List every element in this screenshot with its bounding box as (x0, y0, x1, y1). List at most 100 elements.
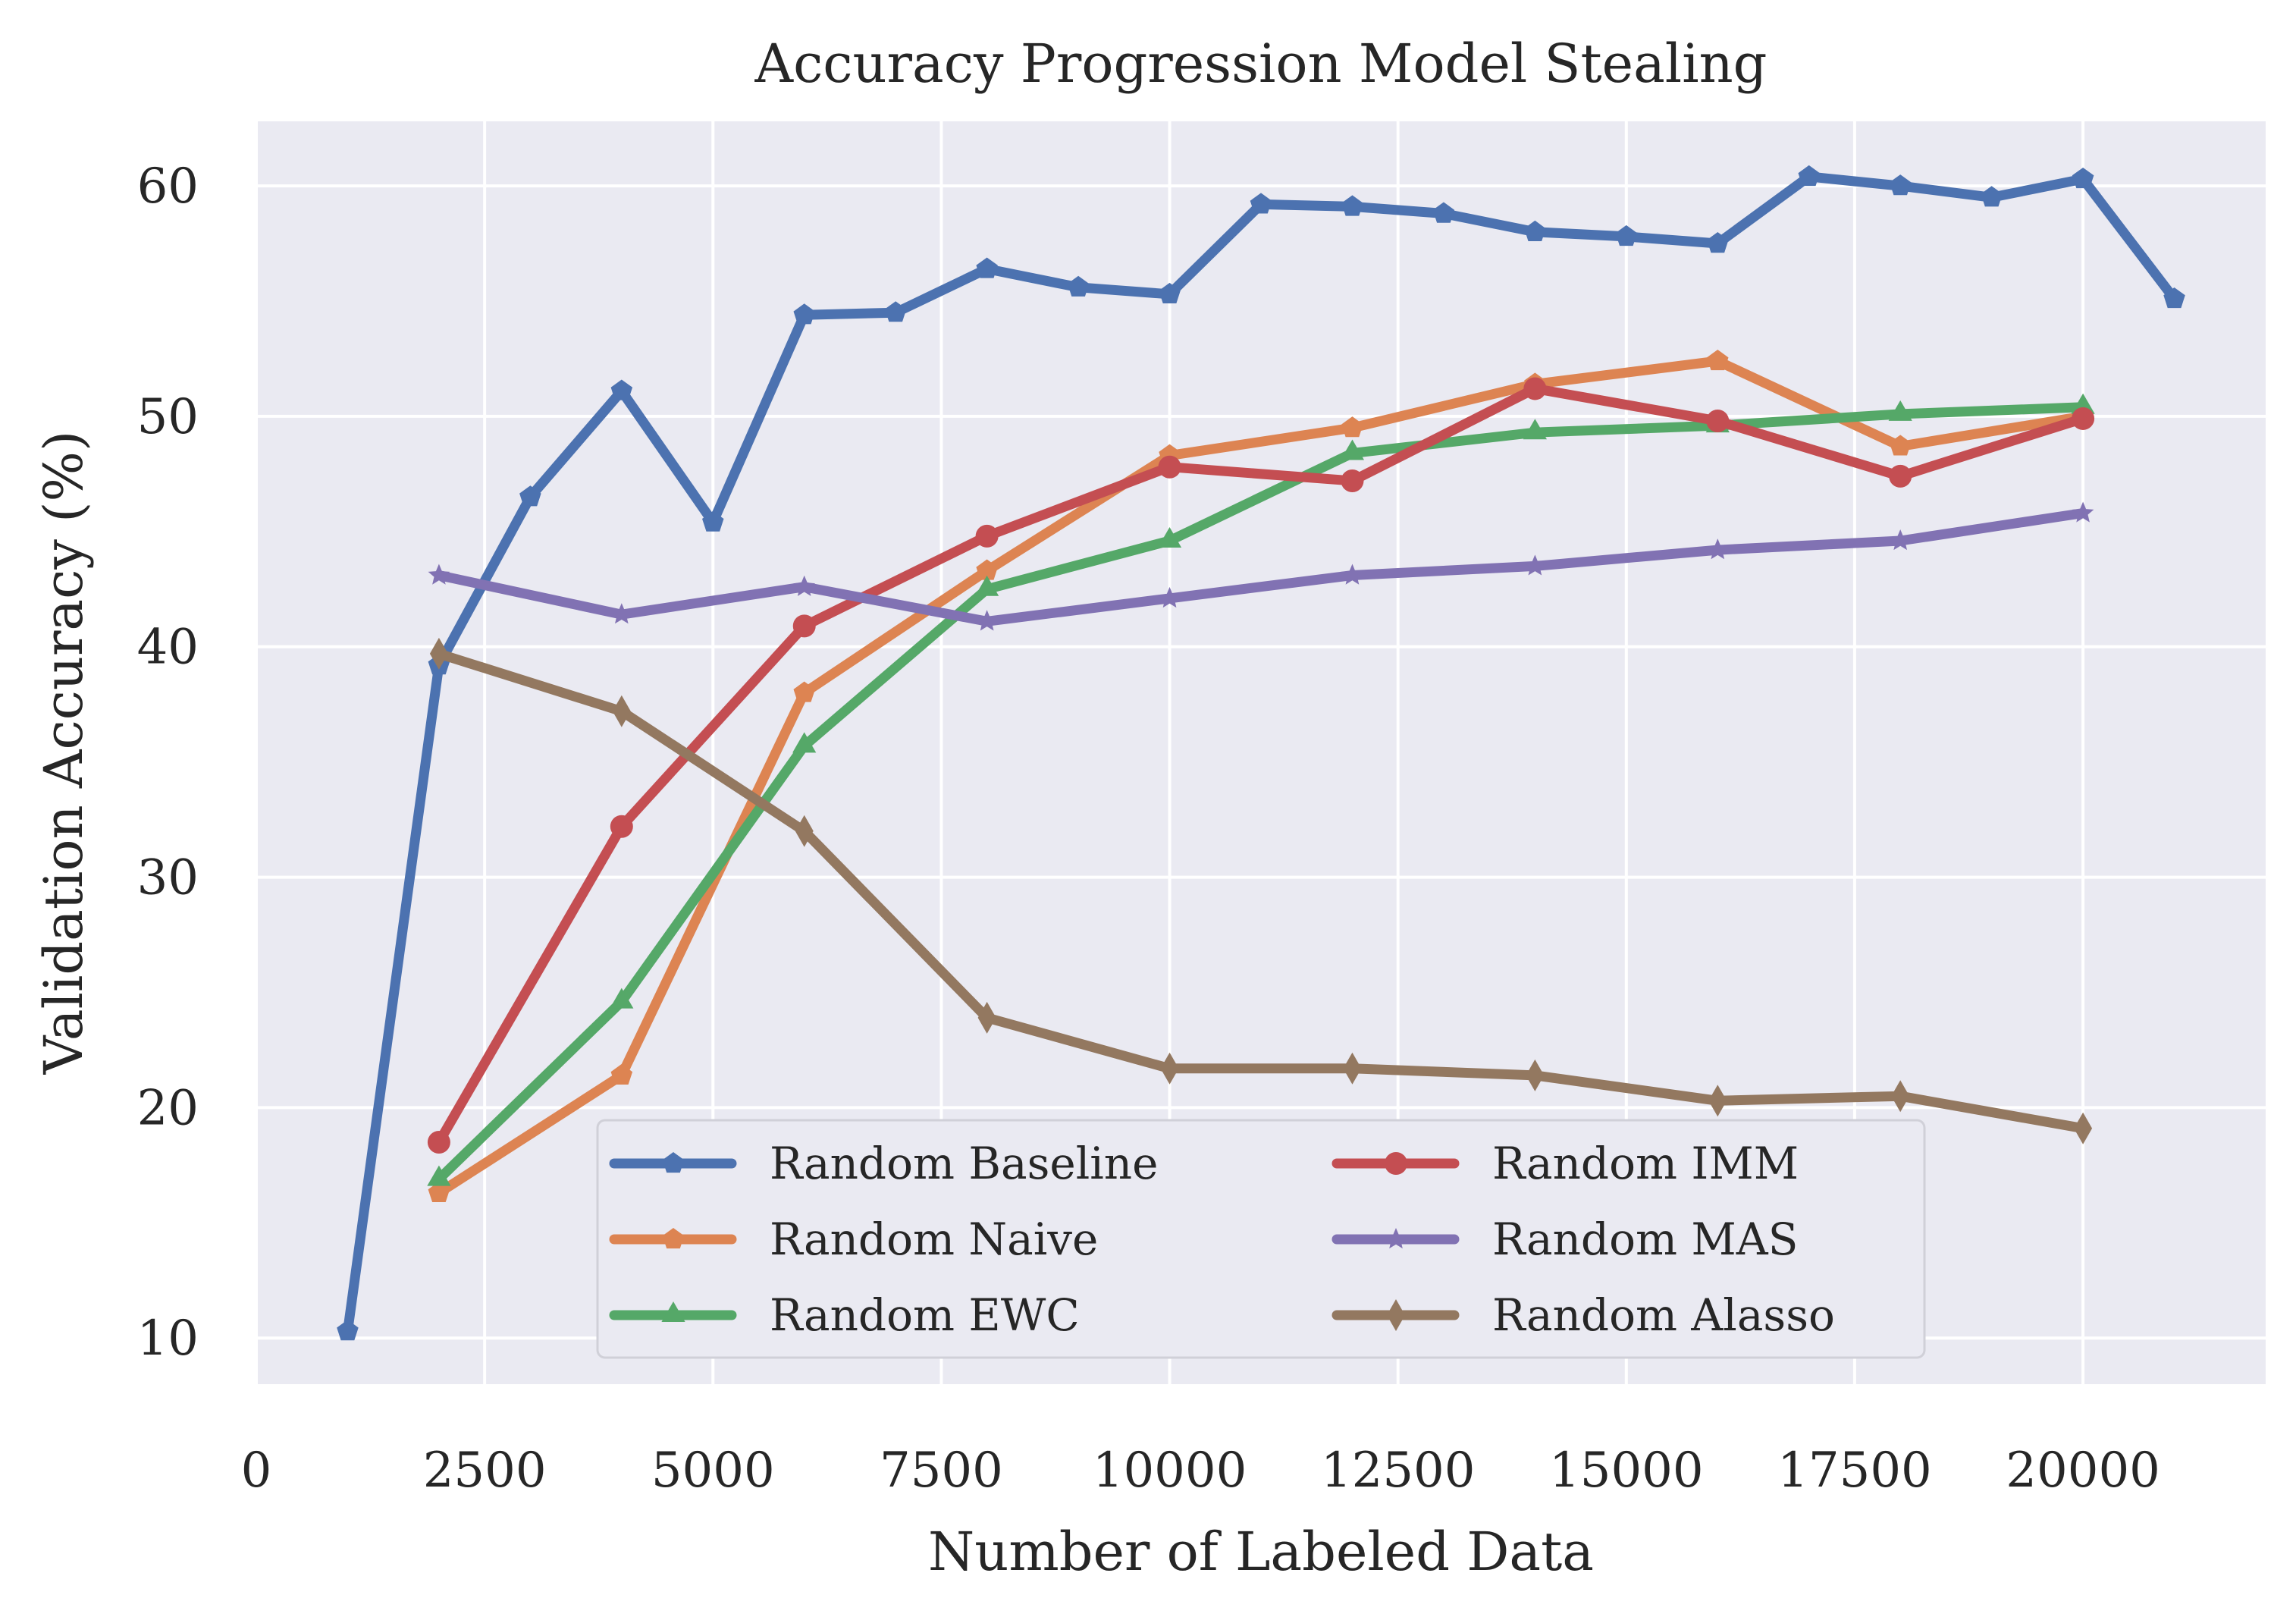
data-point-random-imm (1341, 469, 1364, 492)
y-tick-label: 50 (137, 389, 199, 445)
data-point-random-alasso (1343, 1052, 1362, 1085)
data-point-random-mas (1341, 564, 1363, 585)
data-point-random-imm (427, 1130, 450, 1154)
data-point-random-alasso (1708, 1085, 1727, 1117)
series-random-ewc (427, 393, 2095, 1186)
data-point-random-mas (1707, 538, 1729, 560)
x-tick-label: 12500 (1321, 1443, 1476, 1499)
data-point-random-imm (610, 815, 633, 838)
data-point-random-naive (1341, 416, 1363, 438)
y-tick-label: 40 (137, 620, 199, 676)
series-line-random-imm (434, 383, 2088, 1148)
data-point-random-baseline (1159, 282, 1181, 303)
legend-marker (661, 1301, 685, 1322)
data-point-random-baseline (1250, 193, 1272, 214)
data-point-random-imm (792, 614, 816, 638)
x-tick-label: 20000 (2006, 1443, 2160, 1499)
series-line-random-naive (434, 356, 2088, 1198)
legend-marker (1387, 1299, 1405, 1331)
legend-marker (662, 1152, 685, 1173)
data-point-random-ewc (1523, 419, 1547, 440)
data-point-random-alasso (1891, 1080, 1910, 1113)
data-point-random-baseline (1889, 174, 1912, 196)
series-line-random-alasso (434, 648, 2088, 1134)
data-point-random-baseline (702, 510, 724, 532)
y-tick-label: 20 (137, 1080, 199, 1136)
data-point-random-baseline (1067, 275, 1090, 297)
data-point-random-imm (1523, 377, 1547, 400)
x-tick-label: 0 (241, 1443, 272, 1499)
data-point-random-mas (428, 564, 450, 585)
data-point-random-imm (1706, 409, 1730, 432)
series-random-mas (428, 501, 2094, 631)
data-point-random-baseline (1615, 224, 1638, 246)
legend-label: Random MAS (1492, 1214, 1798, 1265)
legend-item-random-naive: Random Naive (609, 1214, 1098, 1265)
data-point-random-ewc (610, 987, 634, 1009)
legend: Random Baseline Random Naive Random EWC Ran… (596, 1119, 1926, 1359)
data-point-random-ewc (2071, 393, 2095, 414)
data-point-random-naive (1889, 435, 1912, 456)
data-point-random-mas (1889, 529, 1912, 551)
data-point-random-alasso (2074, 1112, 2093, 1144)
data-point-random-mas (976, 610, 998, 631)
legend-item-random-alasso: Random Alasso (1331, 1289, 1835, 1341)
series-random-baseline (337, 165, 2185, 1341)
data-point-random-naive (610, 1063, 633, 1085)
legend-marker (1385, 1152, 1407, 1175)
x-tick-label: 15000 (1549, 1443, 1704, 1499)
x-tick-label: 10000 (1093, 1443, 1247, 1499)
data-point-random-naive (1707, 350, 1729, 371)
legend-item-random-mas: Random MAS (1331, 1214, 1798, 1265)
data-point-random-ewc (792, 732, 817, 753)
data-point-random-baseline (2163, 287, 2185, 309)
data-point-random-ewc (427, 1165, 451, 1186)
legend-label: Random Alasso (1492, 1289, 1835, 1341)
data-point-random-imm (1158, 455, 1181, 479)
data-point-random-baseline (337, 1320, 359, 1341)
series-random-imm (427, 377, 2095, 1154)
legend-marker (662, 1228, 685, 1249)
legend-box (596, 1119, 1926, 1359)
data-point-random-baseline (1707, 232, 1729, 253)
x-tick-label: 5000 (651, 1443, 775, 1499)
data-point-random-naive (428, 1181, 450, 1202)
series-line-random-mas (434, 508, 2088, 626)
data-point-random-alasso (1160, 1052, 1179, 1085)
data-point-random-alasso (795, 815, 814, 847)
data-point-random-baseline (1798, 165, 1820, 187)
data-point-random-baseline (2072, 168, 2094, 189)
data-point-random-ewc (975, 575, 999, 596)
data-point-random-mas (1524, 554, 1546, 576)
legend-label: Random EWC (770, 1289, 1080, 1341)
data-point-random-baseline (793, 303, 815, 325)
data-point-random-baseline (610, 379, 633, 400)
data-point-random-baseline (1981, 186, 2003, 207)
data-point-random-alasso (429, 637, 448, 670)
legend-label: Random Naive (770, 1214, 1098, 1265)
data-point-random-mas (2072, 501, 2094, 523)
legend-item-random-ewc: Random EWC (609, 1289, 1080, 1341)
data-point-random-alasso (612, 695, 631, 727)
data-point-random-mas (793, 575, 815, 596)
x-tick-label: 7500 (880, 1443, 1003, 1499)
legend-label: Random IMM (1492, 1138, 1799, 1189)
legend-marker (1385, 1228, 1407, 1249)
data-point-random-baseline (519, 485, 541, 507)
data-point-random-ewc (1888, 400, 1912, 421)
y-tick-label: 30 (137, 850, 199, 906)
y-tick-label: 60 (137, 159, 199, 215)
series-layer (337, 165, 2185, 1341)
data-point-random-imm (975, 524, 999, 548)
data-point-random-imm (1889, 464, 1912, 488)
y-tick-label: 10 (137, 1311, 199, 1367)
data-point-random-alasso (1526, 1059, 1545, 1091)
ticks: 0 2500 5000 7500 10000 12500 15000 17500 20000 10… (137, 159, 2160, 1499)
data-point-random-mas (610, 603, 633, 624)
data-point-random-baseline (1524, 220, 1546, 241)
x-tick-label: 2500 (423, 1443, 547, 1499)
data-point-random-baseline (976, 257, 998, 278)
legend-item-random-baseline: Random Baseline (609, 1138, 1158, 1189)
data-point-random-baseline (1432, 202, 1455, 223)
